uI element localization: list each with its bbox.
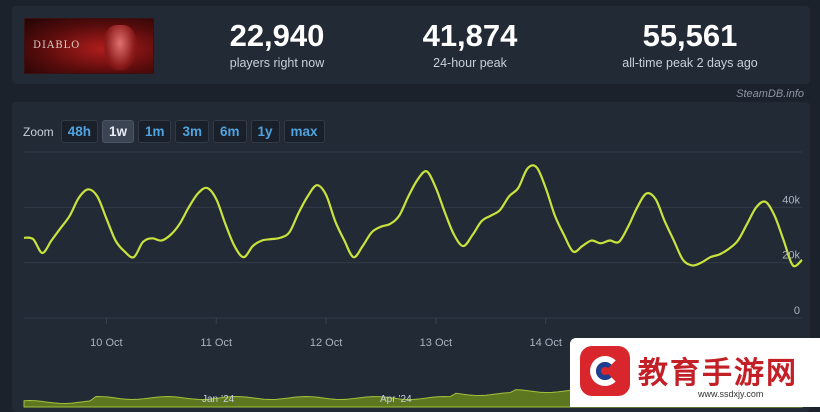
- stats-panel: DIABLO 22,940 players right now 41,874 2…: [12, 6, 810, 84]
- zoom-1w-button[interactable]: 1w: [101, 120, 134, 143]
- stat-value: 41,874: [422, 18, 518, 53]
- zoom-label: Zoom: [23, 124, 54, 139]
- zoom-3m-button[interactable]: 3m: [175, 120, 209, 143]
- zoom-1m-button[interactable]: 1m: [137, 120, 172, 143]
- x-tick-label: 14 Oct: [530, 337, 562, 349]
- watermark-title: 教育手游网: [638, 356, 798, 391]
- stat-players-now: 22,940 players right now: [187, 18, 367, 70]
- y-tick-label: 0: [794, 305, 800, 317]
- stat-label: all-time peak 2 days ago: [622, 56, 758, 70]
- x-tick-label: 10 Oct: [90, 337, 122, 349]
- game-thumbnail[interactable]: DIABLO: [24, 18, 154, 74]
- game-art-figure: [103, 25, 137, 71]
- watermark-logo-icon: [580, 346, 630, 396]
- x-tick-label: 11 Oct: [200, 337, 232, 349]
- chart-panel: SteamDB.info Zoom 48h 1w 1m 3m 6m 1y max…: [12, 88, 810, 412]
- stat-value: 55,561: [642, 18, 738, 53]
- stat-all-time-peak: 55,561 all-time peak 2 days ago: [600, 18, 780, 70]
- steamdb-credit[interactable]: SteamDB.info: [736, 88, 804, 100]
- y-tick-label: 20k: [782, 250, 800, 262]
- site-watermark: 教育手游网 www.ssdxjy.com: [570, 338, 820, 407]
- series-line-players[interactable]: [23, 164, 803, 268]
- zoom-bar: Zoom 48h 1w 1m 3m 6m 1y max: [23, 120, 329, 143]
- stat-value: 22,940: [229, 18, 325, 53]
- navigator-label: Apr ’24: [380, 394, 412, 405]
- stat-label: 24-hour peak: [433, 56, 507, 70]
- zoom-1y-button[interactable]: 1y: [250, 120, 280, 143]
- navigator-label: Jan ’24: [202, 394, 235, 405]
- stat-24h-peak: 41,874 24-hour peak: [380, 18, 560, 70]
- zoom-max-button[interactable]: max: [283, 120, 325, 143]
- stat-label: players right now: [229, 56, 325, 70]
- zoom-6m-button[interactable]: 6m: [213, 120, 247, 143]
- watermark-url: www.ssdxjy.com: [698, 389, 764, 399]
- y-tick-label: 40k: [782, 194, 800, 206]
- zoom-48h-button[interactable]: 48h: [60, 120, 98, 143]
- x-tick-label: 12 Oct: [310, 337, 342, 349]
- game-logo-text: DIABLO: [33, 40, 81, 51]
- x-tick-label: 13 Oct: [420, 337, 452, 349]
